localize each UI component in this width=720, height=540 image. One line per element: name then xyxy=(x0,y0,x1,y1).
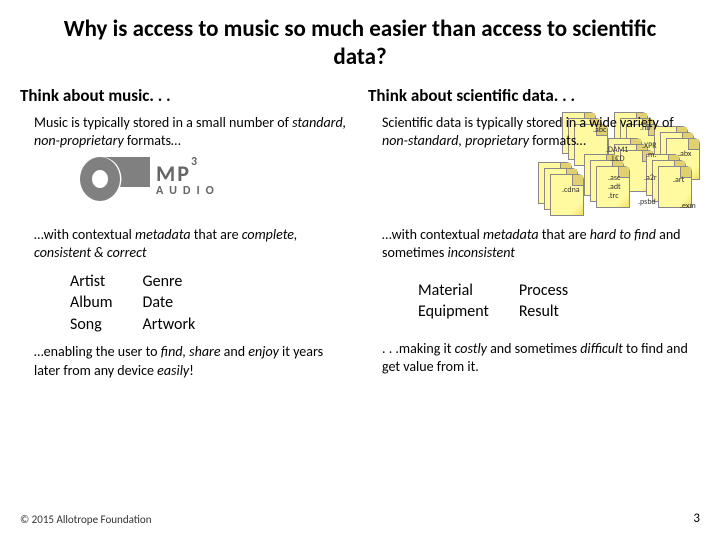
meta-col-4: Process Result xyxy=(519,280,568,323)
file-icon xyxy=(550,174,584,216)
file-ext-label: .abx xyxy=(678,150,691,159)
file-ext-label: .LCD xyxy=(610,155,624,164)
file-ext-label: .cdna xyxy=(562,186,580,195)
file-ext-label: .trc xyxy=(608,192,619,201)
right-column: Think about scientific data. . . Scienti… xyxy=(368,79,700,386)
right-heading: Think about scientific data. . . xyxy=(368,85,700,106)
file-ext-label: .exm xyxy=(680,202,696,211)
left-p3: …enabling the user to find, share and en… xyxy=(20,343,352,379)
file-ext-label: .psbd xyxy=(638,198,656,207)
left-p1: Music is typically stored in a small num… xyxy=(20,114,352,150)
meta-col-1: Artist Album Song xyxy=(70,271,113,336)
right-p2: …with contextual metadata that are hard … xyxy=(368,226,700,262)
left-column: Think about music. . . Music is typicall… xyxy=(20,79,352,386)
file-ext-label: .a2r xyxy=(644,174,657,183)
slide-title: Why is access to music so much easier th… xyxy=(0,0,720,79)
left-heading: Think about music. . . xyxy=(20,85,352,106)
page-number: 3 xyxy=(693,511,700,526)
meta-col-3: Material Equipment xyxy=(418,280,489,323)
right-p3: . . .making it costly and sometimes diff… xyxy=(368,340,700,376)
file-ext-label: .art xyxy=(673,176,684,185)
left-metadata: Artist Album Song Genre Date Artwork xyxy=(20,271,352,336)
columns: Think about music. . . Music is typicall… xyxy=(0,79,720,386)
right-metadata: Material Equipment Process Result xyxy=(368,280,700,323)
right-p1: Scientific data is typically stored in a… xyxy=(368,114,700,150)
file-ext-label: .m. xyxy=(646,151,656,160)
meta-col-2: Genre Date Artwork xyxy=(143,271,196,336)
mp3-logo: MP3 AUDIO xyxy=(80,157,352,203)
left-p2: …with contextual metadata that are compl… xyxy=(20,226,352,262)
footer-copyright: © 2015 Allotrope Foundation xyxy=(20,513,151,526)
